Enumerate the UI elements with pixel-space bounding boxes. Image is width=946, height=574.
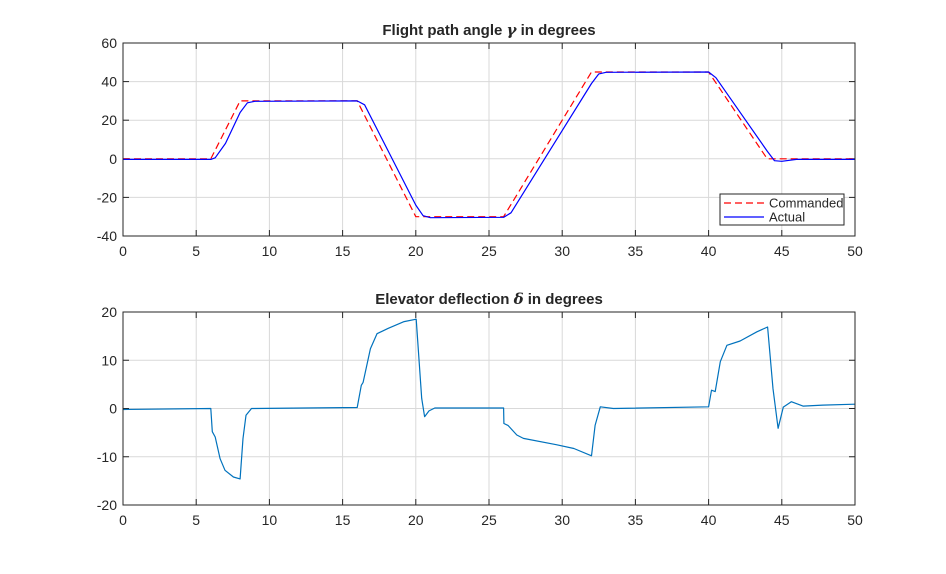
y-tick-label: -20 (97, 497, 117, 513)
x-tick-label: 5 (192, 243, 200, 259)
x-tick-label: 15 (335, 243, 351, 259)
x-tick-label: 45 (774, 512, 790, 528)
x-tick-label: 0 (119, 243, 127, 259)
title-text: in degrees (524, 291, 603, 308)
x-tick-label: 25 (481, 512, 497, 528)
x-tick-label: 50 (847, 243, 863, 259)
x-tick-label: 35 (628, 512, 644, 528)
x-tick-label: 45 (774, 243, 790, 259)
y-tick-label: 20 (101, 112, 117, 128)
axes-box (122, 311, 856, 506)
x-tick-label: 30 (554, 243, 570, 259)
y-tick-label: 60 (101, 35, 117, 51)
x-tick-label: 25 (481, 243, 497, 259)
y-tick-label: 10 (101, 352, 117, 368)
actual-series-line (123, 71, 855, 219)
y-tick-label: 0 (109, 151, 117, 167)
y-tick-label: 40 (101, 74, 117, 90)
legend-label-actual: Actual (769, 210, 805, 225)
x-tick-label: 5 (192, 512, 200, 528)
x-tick-label: 20 (408, 243, 424, 259)
title-symbol: γ (507, 21, 518, 39)
elevator-deflection-series-line (122, 318, 856, 480)
commanded-series-line (123, 71, 855, 218)
elevator-deflection-axes: 0 5 10 15 20 25 30 35 40 45 50 -20 -10 0 10 20 Elevator … (97, 290, 863, 528)
x-tick-label: 15 (335, 512, 351, 528)
title-text: Elevator deflection (375, 291, 513, 308)
y-tick-label: 20 (101, 304, 117, 320)
title-symbol: δ (513, 290, 524, 308)
chart-title: Elevator deflection δ in degrees (375, 290, 603, 308)
x-tick-label: 20 (408, 512, 424, 528)
x-tick-label: 30 (554, 512, 570, 528)
x-tick-label: 40 (701, 243, 717, 259)
x-tick-label: 10 (262, 243, 278, 259)
x-tick-label: 40 (701, 512, 717, 528)
chart-title: Flight path angle γ in degrees (382, 21, 595, 39)
x-tick-label: 10 (262, 512, 278, 528)
title-text: in degrees (516, 22, 595, 39)
y-tick-label: 0 (109, 401, 117, 417)
title-text: Flight path angle (382, 22, 506, 39)
y-tick-label: -40 (97, 228, 117, 244)
x-tick-label: 35 (628, 243, 644, 259)
flight-path-angle-axes: 0 5 10 15 20 25 30 35 40 45 50 -40 -20 0 20 40 60 Flight … (97, 21, 863, 259)
legend-box (719, 193, 845, 226)
x-tick-label: 0 (119, 512, 127, 528)
legend-label-commanded: Commanded (769, 196, 843, 211)
y-tick-label: -10 (97, 449, 117, 465)
x-tick-label: 50 (847, 512, 863, 528)
y-tick-label: -20 (97, 189, 117, 205)
axes-box (122, 42, 856, 237)
